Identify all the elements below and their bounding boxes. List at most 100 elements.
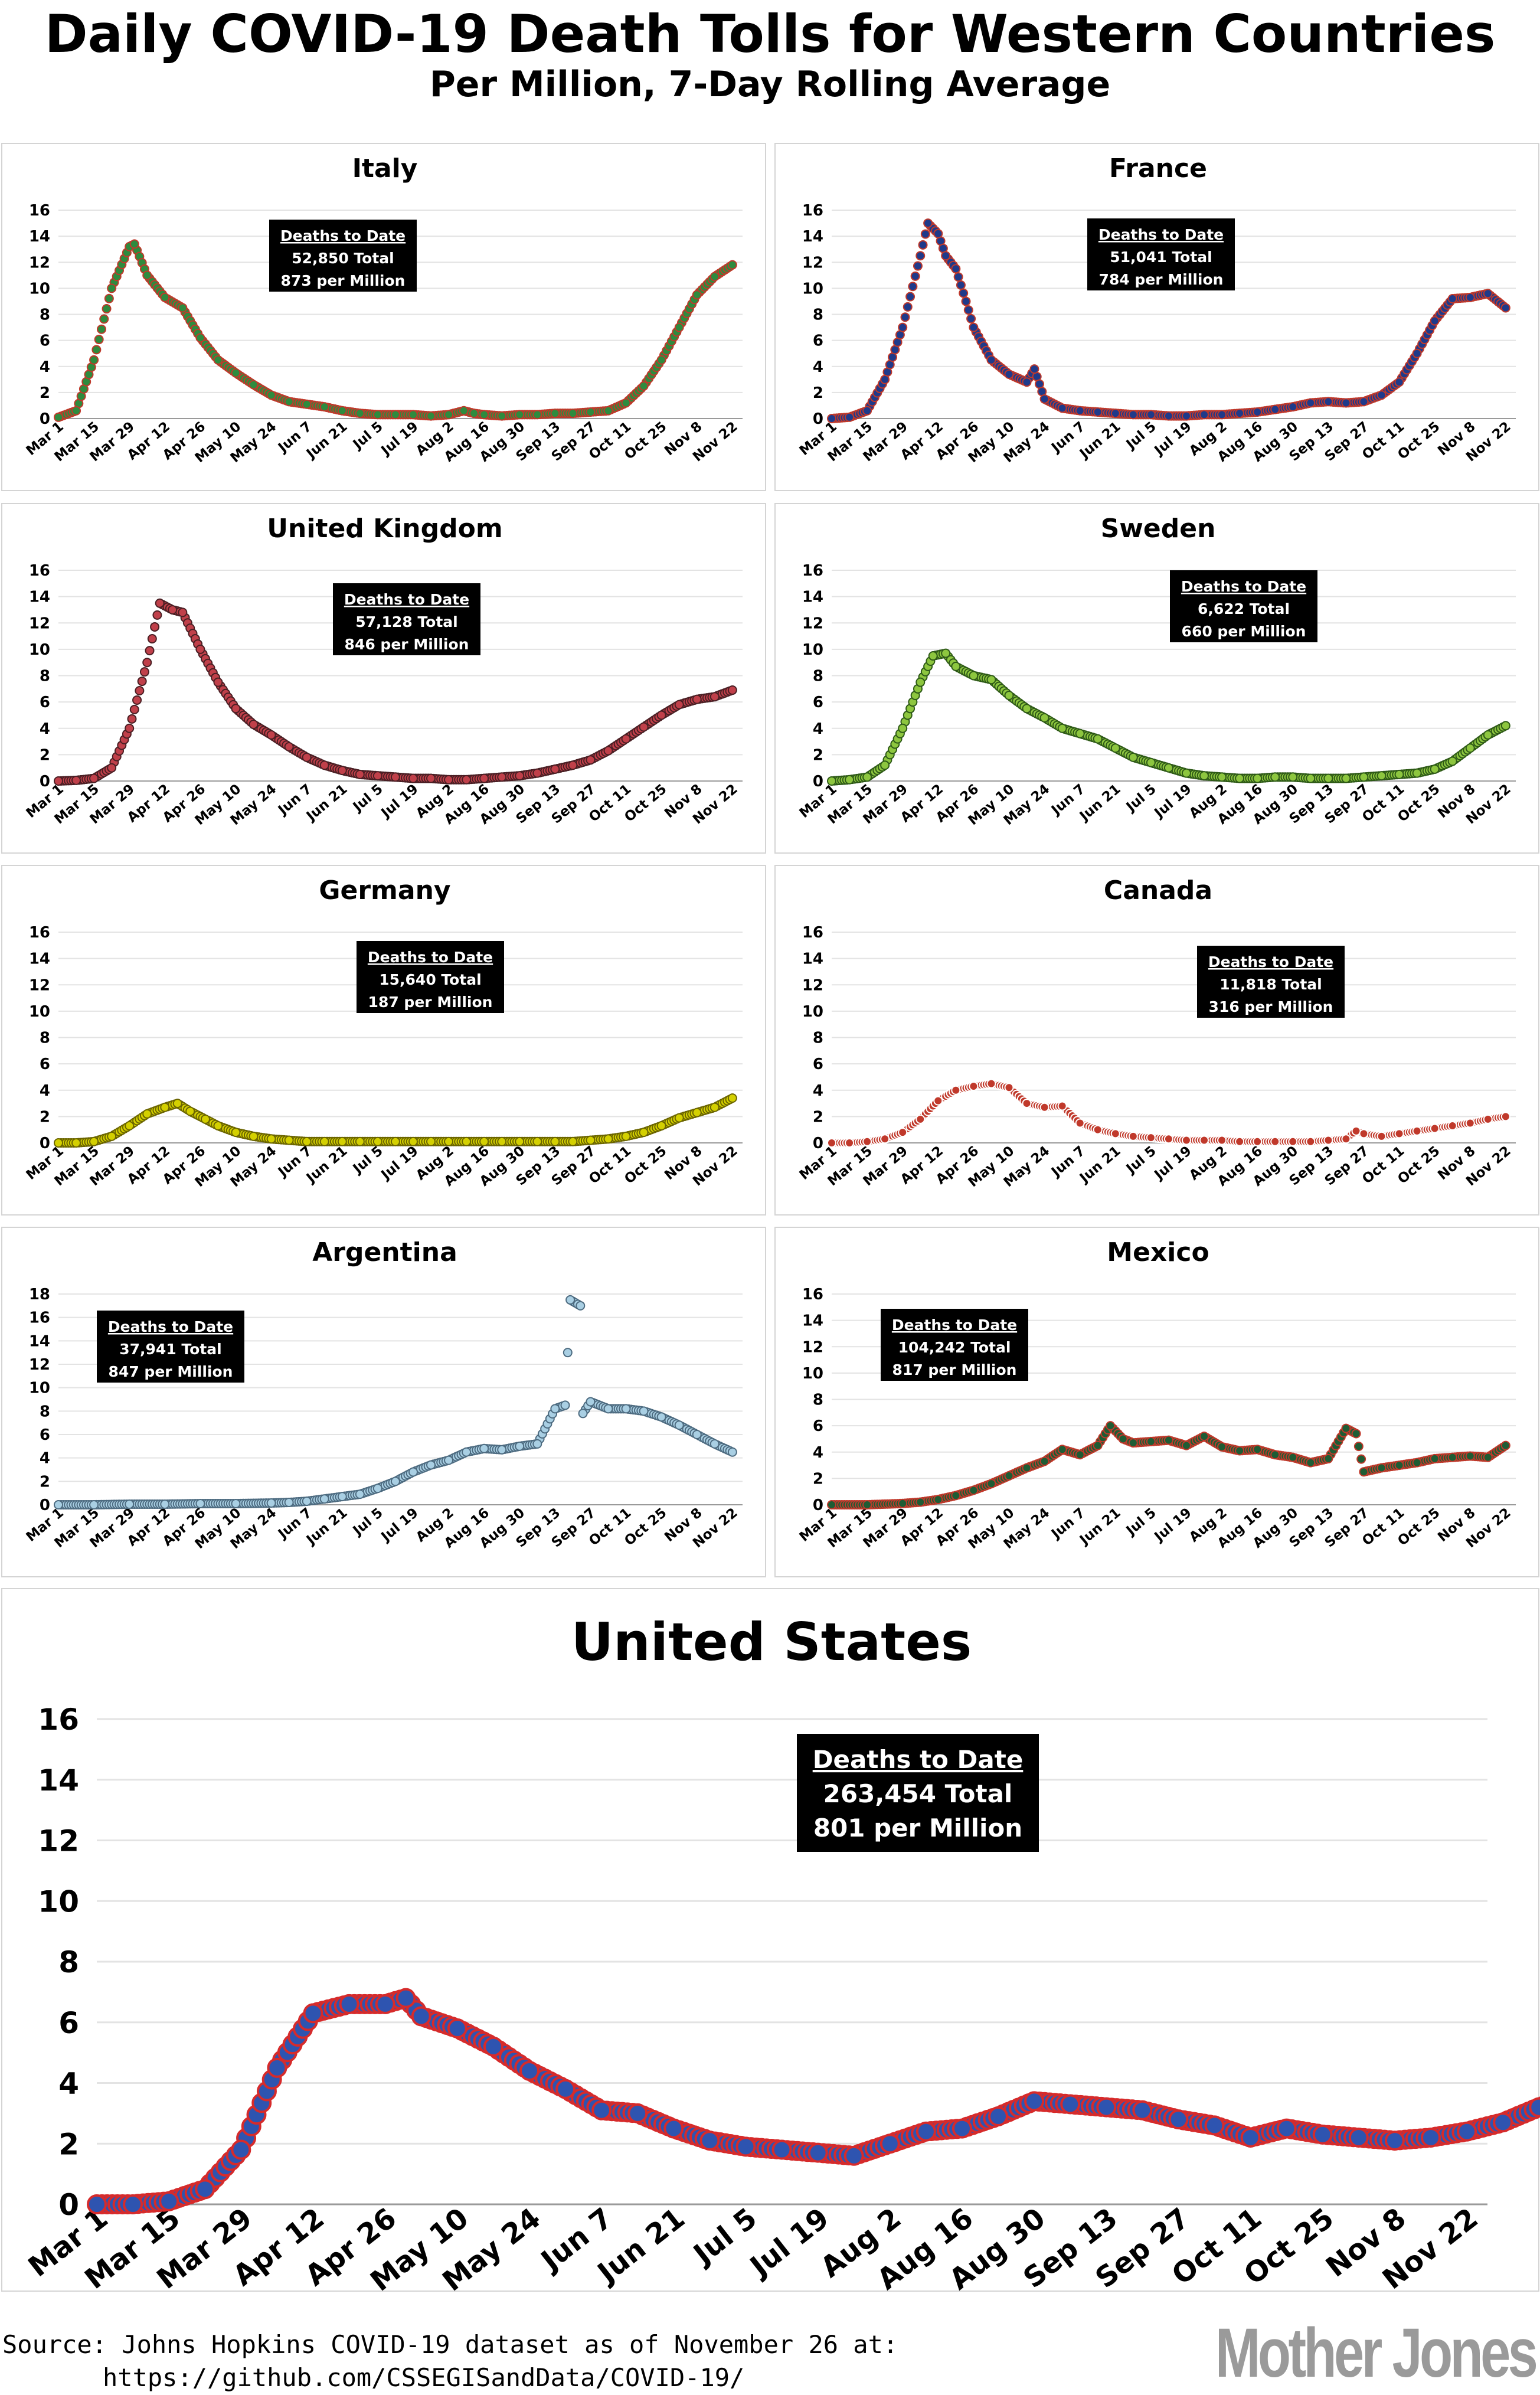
data-point: [1039, 394, 1049, 404]
y-tick-label: 18: [29, 1286, 50, 1303]
data-point: [147, 634, 157, 644]
data-point: [266, 1134, 276, 1144]
data-point: [231, 2139, 251, 2160]
data-point: [462, 1447, 472, 1457]
data-point: [195, 2179, 215, 2200]
data-point: [1146, 757, 1156, 767]
data-point: [916, 1114, 926, 1124]
data-point: [145, 646, 155, 656]
data-point: [231, 368, 241, 378]
data-point: [1110, 409, 1120, 419]
data-point: [94, 335, 104, 345]
y-tick-label: 6: [40, 332, 50, 350]
data-point: [372, 1484, 382, 1494]
data-point: [168, 605, 178, 615]
y-tick-label: 4: [813, 720, 823, 738]
y-tick-label: 10: [29, 280, 50, 298]
data-point: [337, 1492, 347, 1502]
data-point: [771, 2139, 792, 2160]
data-point: [1376, 1131, 1387, 1141]
page-subtitle: Per Million, 7-Day Rolling Average: [429, 64, 1111, 105]
data-point: [408, 1136, 418, 1146]
data-point: [483, 2036, 503, 2057]
data-point: [1394, 769, 1404, 779]
data-point: [578, 1409, 588, 1419]
data-point: [54, 412, 63, 422]
data-point: [408, 773, 418, 783]
data-point: [302, 399, 312, 409]
data-point: [586, 1135, 596, 1145]
data-point: [988, 2106, 1009, 2127]
data-point: [426, 1460, 436, 1470]
callout-total: 6,622 Total: [1198, 600, 1290, 617]
data-point: [1057, 1101, 1067, 1111]
data-point: [1356, 1454, 1366, 1464]
data-point: [89, 773, 99, 783]
data-point: [827, 1138, 836, 1148]
y-tick-label: 12: [29, 615, 50, 632]
y-tick-label: 14: [29, 950, 50, 968]
data-point: [827, 1500, 836, 1509]
data-point: [880, 374, 890, 384]
data-point: [319, 1494, 329, 1504]
data-point: [444, 1455, 454, 1465]
data-point: [266, 730, 276, 740]
data-point: [54, 776, 63, 786]
data-point: [709, 692, 720, 702]
y-tick-label: 0: [813, 773, 823, 790]
deaths-to-date-callout: Deaths to Date 57,128 Total 846 per Millio…: [333, 583, 480, 655]
data-point: [1430, 1453, 1440, 1463]
data-point: [1483, 1452, 1493, 1462]
data-point: [1146, 410, 1156, 420]
data-point: [137, 677, 147, 687]
data-point: [129, 239, 139, 249]
data-point: [1199, 1135, 1209, 1145]
data-point: [497, 411, 507, 421]
data-point: [1075, 406, 1085, 416]
data-point: [426, 1136, 436, 1146]
data-point: [462, 775, 472, 785]
data-point: [319, 760, 329, 770]
data-point: [1384, 2131, 1405, 2151]
y-tick-label: 12: [29, 976, 50, 994]
data-point: [284, 1135, 294, 1145]
data-point: [898, 723, 908, 733]
data-point: [408, 410, 418, 420]
data-point: [1235, 1446, 1245, 1456]
data-point: [395, 1988, 416, 2008]
data-point: [1093, 734, 1103, 744]
callout-heading: Deaths to Date: [368, 949, 493, 966]
data-point: [444, 410, 454, 420]
data-point: [1181, 1135, 1191, 1145]
page-title: Daily COVID-19 Death Tolls for Western C…: [44, 4, 1496, 64]
data-point: [1075, 1450, 1085, 1460]
data-point: [426, 411, 436, 421]
data-point: [692, 694, 702, 704]
data-point: [213, 355, 223, 365]
data-point: [568, 760, 578, 770]
data-point: [1181, 768, 1191, 778]
data-point: [1128, 410, 1138, 420]
data-point: [1323, 1135, 1333, 1145]
data-point: [603, 1404, 613, 1414]
data-point: [621, 734, 631, 744]
y-tick-label: 6: [40, 694, 50, 711]
mexico-chart-panel: Mexico 0 2 4 6 8 10 12 14 16 Mar 1 Mar 15 Mar 29 Apr …: [774, 1227, 1539, 1577]
data-point: [1288, 1452, 1298, 1462]
data-point: [709, 272, 720, 282]
data-point: [1430, 1123, 1440, 1133]
data-point: [603, 406, 613, 416]
y-tick-label: 6: [813, 1417, 823, 1435]
data-point: [1163, 411, 1173, 421]
data-point: [1529, 2097, 1540, 2118]
data-point: [96, 324, 106, 334]
data-point: [727, 1447, 737, 1457]
data-point: [920, 229, 930, 239]
data-point: [905, 292, 916, 302]
data-point: [532, 410, 542, 420]
data-point: [172, 1099, 182, 1109]
data-point: [586, 755, 596, 765]
